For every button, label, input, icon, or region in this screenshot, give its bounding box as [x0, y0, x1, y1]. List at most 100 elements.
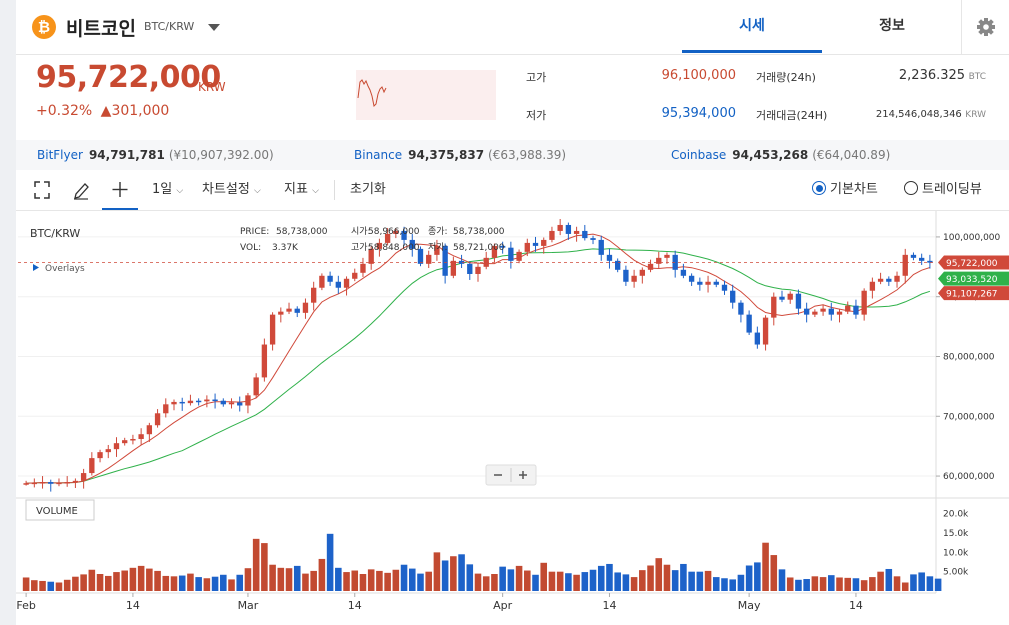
volume-bar	[302, 573, 309, 591]
volume-bar	[433, 552, 441, 591]
candle	[89, 458, 95, 474]
chevron-down-icon: ⌵	[253, 186, 261, 196]
x-tick-label: Mar	[238, 599, 259, 612]
chevron-down-icon[interactable]	[208, 24, 220, 31]
volume-bar	[885, 568, 893, 591]
volume-value: 2,236.325	[898, 68, 966, 83]
volume-bar	[532, 574, 539, 591]
volume-bar	[663, 564, 671, 591]
volume-bar	[474, 573, 482, 591]
tradingview-label: 트레이딩뷰	[922, 182, 982, 197]
candle	[886, 278, 892, 282]
volume-bar	[269, 564, 276, 591]
volume-bar	[819, 577, 827, 591]
volume-bar	[137, 565, 145, 591]
volume-bar	[565, 573, 572, 591]
exchange-coinbase: Coinbase 94,453,268 (€64,040.89)	[671, 140, 890, 170]
candle	[39, 482, 46, 484]
candle	[146, 425, 153, 435]
volume-bar	[573, 574, 580, 591]
candle	[442, 245, 448, 276]
price-change: +0.32% ▲301,000	[36, 103, 169, 119]
basic-chart-radio[interactable]: 기본차트	[812, 170, 878, 210]
trade-value: 214,546,048,346	[875, 109, 962, 120]
exchange-bitflyer: BitFlyer 94,791,781 (¥10,907,392.00)	[37, 140, 274, 170]
indicators-menu[interactable]: 지표 ⌵	[284, 170, 319, 210]
candle	[828, 308, 834, 315]
tab-info[interactable]: 정보	[879, 18, 905, 34]
candle	[458, 260, 465, 264]
volume-bar	[252, 538, 260, 591]
candle	[499, 245, 506, 248]
volume-bar	[515, 565, 523, 591]
price-chart[interactable]: 100,000,00090,000,00080,000,00070,000,00…	[16, 211, 1009, 625]
price-tag-label: 93,033,520	[946, 275, 998, 285]
volume-bar	[170, 576, 178, 591]
volume-bar	[47, 581, 55, 591]
bitcoin-logo-icon: ₿	[32, 15, 56, 39]
interval-select[interactable]: 1일 ⌵	[152, 170, 183, 210]
draw-button[interactable]	[72, 170, 90, 210]
candle	[294, 308, 300, 313]
pencil-icon	[74, 183, 89, 200]
volume-bar	[458, 554, 465, 591]
ohlc-label: 시가:	[351, 226, 371, 237]
coin-pair: BTC/KRW	[144, 20, 195, 33]
fullscreen-icon	[34, 181, 50, 199]
volume-bar	[162, 575, 170, 591]
fullscreen-button[interactable]	[34, 170, 50, 210]
chevron-down-icon: ⌵	[312, 186, 319, 196]
volume-bar	[318, 558, 326, 591]
volume-bar	[696, 571, 704, 591]
volume-bar	[400, 564, 408, 591]
ohlc-value: 58,848,000	[368, 243, 420, 253]
candle	[877, 278, 884, 282]
candle	[721, 284, 728, 291]
volume-bar	[828, 575, 835, 591]
candle	[475, 266, 481, 274]
tab-market[interactable]: 시세	[682, 0, 822, 53]
volume-bar	[146, 568, 153, 591]
ohlc-label: 고가:	[351, 242, 371, 253]
ohlc-label: 저가:	[428, 242, 448, 253]
tradingview-radio[interactable]: 트레이딩뷰	[904, 170, 982, 210]
ohlc-label: PRICE:	[240, 227, 269, 237]
candle	[343, 278, 350, 288]
candle	[803, 308, 810, 315]
ohlc-value: 3.37K	[272, 243, 299, 253]
candle	[820, 308, 826, 312]
candle	[573, 230, 580, 234]
volume-bar	[614, 572, 621, 591]
candle	[664, 254, 670, 258]
crosshair-button[interactable]	[102, 170, 138, 210]
candle	[656, 257, 662, 264]
settings-button[interactable]	[961, 0, 1009, 54]
candle	[23, 483, 29, 485]
candle	[779, 296, 785, 300]
volume-bar	[228, 579, 235, 591]
volume-bar	[597, 565, 605, 591]
volume-bar	[918, 572, 925, 591]
candle	[352, 272, 358, 279]
candle	[639, 269, 645, 276]
candle	[228, 402, 235, 405]
chart-settings-menu[interactable]: 차트설정 ⌵	[202, 170, 261, 210]
volume-bar	[581, 572, 589, 591]
candle	[163, 404, 169, 414]
ma-long-line	[26, 248, 931, 484]
zoom-controls[interactable]	[485, 464, 537, 486]
volume-bar	[417, 573, 424, 591]
chart-legend: BTC/KRW Overlays PRICE: 58,738,000 시가:58,966…	[25, 226, 537, 521]
candle	[261, 344, 268, 378]
reset-button[interactable]: 초기화	[350, 182, 386, 197]
candle	[72, 480, 79, 483]
candle	[302, 302, 309, 313]
volume-bar	[836, 577, 843, 591]
x-tick-label: 14	[348, 599, 362, 612]
candle	[795, 293, 802, 309]
candle	[434, 245, 440, 255]
coin-name: 비트코인	[66, 18, 136, 40]
volume-bar	[113, 572, 120, 591]
candle	[237, 402, 243, 406]
volume-bar	[491, 574, 498, 591]
